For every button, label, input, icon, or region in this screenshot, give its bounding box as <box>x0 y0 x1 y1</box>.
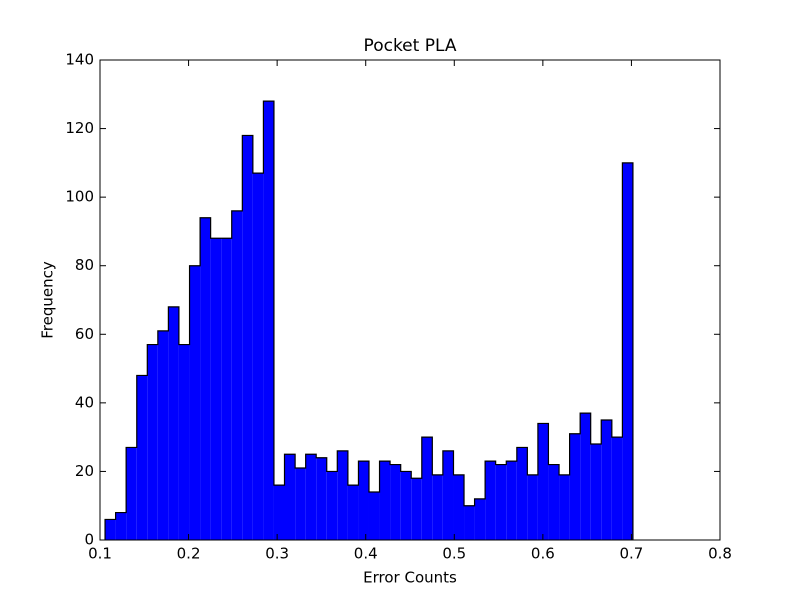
bar <box>590 444 602 540</box>
bar <box>379 461 391 540</box>
x-tick-label: 0.3 <box>265 545 289 563</box>
bar <box>495 464 507 540</box>
bar <box>263 101 274 541</box>
bar <box>178 344 190 540</box>
bar <box>115 512 127 540</box>
bar <box>105 519 116 540</box>
histogram-outline <box>104 100 634 540</box>
bar <box>527 474 538 540</box>
chart-title: Pocket PLA <box>364 36 457 56</box>
bar <box>273 485 285 540</box>
y-axis-label: Frequency <box>39 261 57 339</box>
x-tick-label: 0.2 <box>177 545 201 563</box>
bar <box>358 461 369 540</box>
bar <box>442 450 454 540</box>
bar <box>252 173 264 540</box>
x-tick-label: 0.4 <box>354 545 378 563</box>
bar <box>326 471 338 540</box>
bar <box>453 474 465 540</box>
bar <box>390 464 401 540</box>
bar <box>516 447 528 540</box>
bar <box>242 135 253 540</box>
y-tick-label: 20 <box>75 462 94 480</box>
bar <box>464 505 475 540</box>
bar <box>548 464 560 540</box>
bar <box>136 375 148 540</box>
bar <box>200 217 211 540</box>
bar <box>337 450 348 540</box>
bar <box>231 210 243 540</box>
y-tick-label: 120 <box>65 119 94 137</box>
x-tick-label: 0.5 <box>442 545 466 563</box>
bar <box>601 420 612 540</box>
bar <box>622 162 633 540</box>
y-tick-label: 100 <box>65 188 94 206</box>
bar <box>221 238 232 541</box>
bar <box>305 454 317 540</box>
bar <box>347 485 359 540</box>
bar <box>611 437 623 540</box>
y-tick-label: 0 <box>84 531 94 549</box>
bar <box>316 457 327 540</box>
bar <box>411 478 422 540</box>
bar <box>147 344 158 540</box>
y-tick-label: 80 <box>75 256 94 274</box>
x-tick-label: 0.8 <box>708 545 732 563</box>
y-tick-label: 40 <box>75 393 94 411</box>
bar <box>559 474 570 540</box>
x-axis-label: Error Counts <box>363 569 457 587</box>
bar <box>189 265 201 540</box>
bar <box>400 471 412 540</box>
bar <box>126 447 137 540</box>
x-tick-label: 0.7 <box>619 545 643 563</box>
bar <box>421 437 433 540</box>
bar <box>295 468 306 540</box>
bar <box>537 423 549 540</box>
bar <box>157 330 169 540</box>
bar <box>485 461 496 540</box>
x-tick-label: 0.1 <box>88 545 112 563</box>
bar <box>210 238 222 541</box>
bar <box>580 413 591 540</box>
bar <box>569 433 581 540</box>
bar <box>474 498 486 540</box>
x-tick-label: 0.6 <box>531 545 555 563</box>
y-tick-label: 60 <box>75 325 94 343</box>
bar <box>432 474 443 540</box>
bar <box>506 461 517 540</box>
plot-frame <box>99 59 721 541</box>
y-tick-label: 140 <box>65 51 94 69</box>
bar <box>284 454 296 540</box>
bar <box>168 306 179 540</box>
bar <box>368 492 380 540</box>
